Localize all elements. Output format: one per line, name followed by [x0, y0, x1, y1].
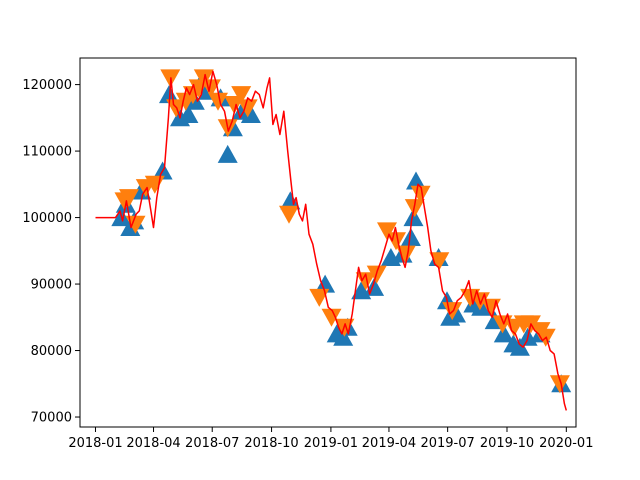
triangle-down-marker	[309, 288, 330, 307]
triangle-down-marker	[231, 86, 252, 105]
triangle-up-marker	[184, 91, 205, 110]
y-tick-label: 120000	[22, 78, 72, 93]
x-tick-label: 2019-10	[480, 436, 534, 451]
axes-frame	[79, 57, 577, 428]
triangle-down-marker	[410, 185, 431, 204]
series-layer	[95, 69, 572, 411]
x-tick-label: 2020-01	[539, 436, 593, 451]
triangle-down-marker	[377, 222, 397, 241]
triangle-up-marker	[217, 144, 238, 163]
axes-layer: 2018-01 2018-04 2018-07 2018-10 2019-01 2019-…	[22, 57, 593, 451]
y-tick-label: 80000	[31, 344, 72, 359]
triangle-down-marker	[125, 215, 146, 234]
x-tick-label: 2019-07	[420, 436, 474, 451]
triangle-up-marker	[403, 208, 424, 227]
triangle-up-marker	[509, 337, 530, 356]
price-line	[95, 70, 568, 411]
y-tick-label: 100000	[22, 211, 72, 226]
y-tick-label: 90000	[31, 278, 72, 293]
x-tick-label: 2018-10	[244, 436, 298, 451]
triangle-up-marker	[333, 327, 354, 346]
triangle-down-marker	[279, 205, 299, 224]
triangle-down-marker	[429, 252, 450, 271]
triangle-down-marker	[549, 375, 570, 394]
triangle-up-marker	[493, 324, 514, 343]
x-tick-label: 2019-04	[362, 436, 416, 451]
x-tick-label: 2018-07	[185, 436, 239, 451]
triangle-down-marker	[208, 92, 228, 111]
triangle-up-marker	[280, 191, 301, 210]
triangle-up-marker	[446, 304, 466, 323]
triangle-down-marker	[119, 189, 139, 208]
plot-area	[80, 58, 576, 427]
triangle-up-marker	[178, 105, 199, 123]
triangle-up-marker	[406, 171, 426, 190]
triangle-up-marker	[240, 105, 261, 123]
triangle-down-marker	[321, 308, 342, 327]
y-tick-label: 110000	[22, 145, 72, 160]
triangle-up-marker	[400, 228, 421, 246]
triangle-up-marker	[315, 274, 336, 293]
triangle-up-marker	[159, 85, 179, 104]
x-tick-label: 2019-01	[304, 436, 358, 451]
x-tick-label: 2018-01	[68, 436, 122, 451]
x-tick-label: 2018-04	[126, 436, 180, 451]
y-tick-label: 70000	[31, 411, 72, 426]
triangle-down-marker	[237, 99, 258, 118]
